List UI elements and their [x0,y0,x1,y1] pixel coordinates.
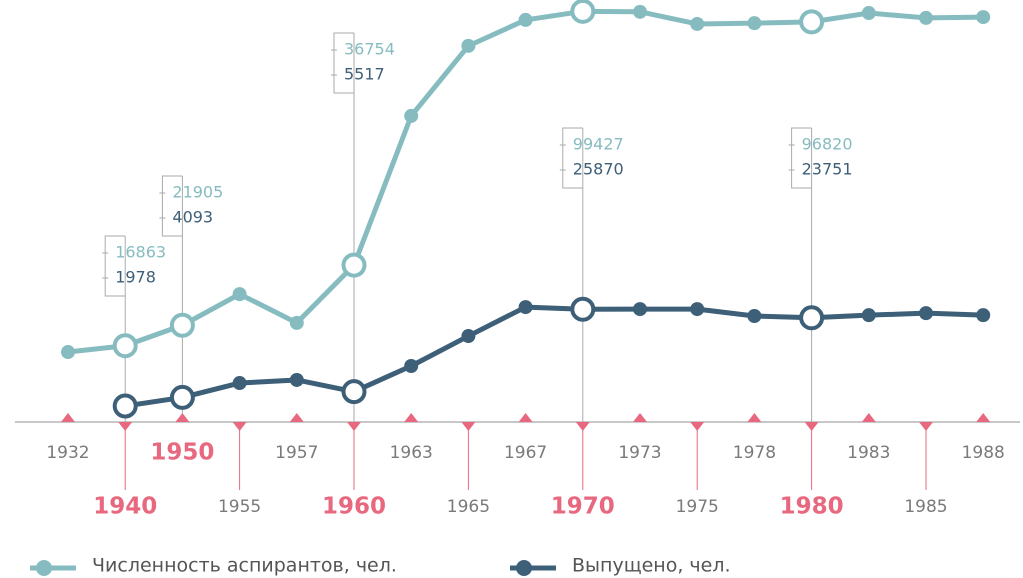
year-label: 1932 [46,443,89,463]
data-point [518,12,533,27]
timeline-marker [61,413,75,422]
timeline-marker [175,413,190,422]
timeline-marker [404,413,419,422]
year-label: 1957 [275,443,318,463]
data-point [976,10,991,25]
annotation-bracket [161,175,183,237]
background-layer [15,32,1020,490]
annotation-value: 1978 [115,268,156,287]
data-point [861,308,876,323]
series-line [124,304,984,409]
data-point [404,108,419,123]
data-point [169,312,195,338]
annotation-value: 99427 [573,135,624,154]
legend-label: Выпущено, чел. [572,555,731,577]
year-label: 1960 [322,494,386,520]
data-point [633,302,647,317]
year-label: 1980 [780,494,844,520]
annotation-value: 21905 [172,183,223,202]
data-point [61,345,75,360]
data-point [341,379,367,405]
data-point [289,315,304,330]
annotation-value: 4093 [172,208,213,227]
data-point [570,0,596,24]
year-label: 1985 [904,497,947,517]
annotation-value: 16863 [115,243,166,262]
year-label: 1970 [551,494,615,520]
year-label: 1967 [504,443,547,463]
year-label: 1955 [218,497,261,517]
timeline-marker [747,413,762,422]
legend-swatch-dot [36,560,52,576]
timeline-marker [518,413,533,422]
data-point [461,329,476,344]
year-label: 1983 [847,443,890,463]
data-point [518,300,533,315]
foreground-layer: 1932 16863 1978 1940 21905 4093 1950 1955 1957 36… [30,0,1005,577]
annotation-value: 96820 [802,135,853,154]
timeline-marker [976,413,991,422]
year-label: 1975 [676,497,719,517]
data-point [169,384,195,410]
timeline-marker [861,413,876,422]
data-point [289,372,304,387]
legend-swatch-dot [516,560,532,576]
year-label: 1965 [447,497,490,517]
year-label: 1940 [93,494,157,520]
data-point [341,252,367,278]
data-point [232,376,247,391]
data-point [404,359,419,374]
year-label: 1988 [962,443,1005,463]
annotation-bracket [333,32,354,94]
data-point [976,308,991,323]
data-point [747,16,762,31]
annotation-value: 23751 [802,160,853,179]
annotation-value: 25870 [573,160,624,179]
timeline-marker [289,413,304,422]
year-label: 1978 [733,443,776,463]
annotation-bracket [104,235,126,297]
data-point [690,302,705,317]
data-point [919,306,933,321]
data-point [861,6,876,21]
annotation-value: 5517 [344,65,385,84]
legend-label: Численность аспирантов, чел. [92,555,397,577]
data-point [919,10,933,25]
data-point [112,393,138,419]
data-point [570,296,596,322]
year-label: 1973 [618,443,661,463]
data-point [461,38,476,53]
data-point [799,305,825,331]
annotation-bracket [562,127,583,189]
annotation-value: 36754 [344,40,395,59]
data-point [232,287,247,302]
data-point [112,333,138,359]
data-point [690,16,705,31]
timeline-marker [633,413,647,422]
annotation-bracket [791,127,812,189]
year-label: 1950 [150,440,214,466]
year-label: 1963 [390,443,433,463]
data-point [799,9,825,35]
data-point [747,308,762,323]
data-point [633,4,647,19]
